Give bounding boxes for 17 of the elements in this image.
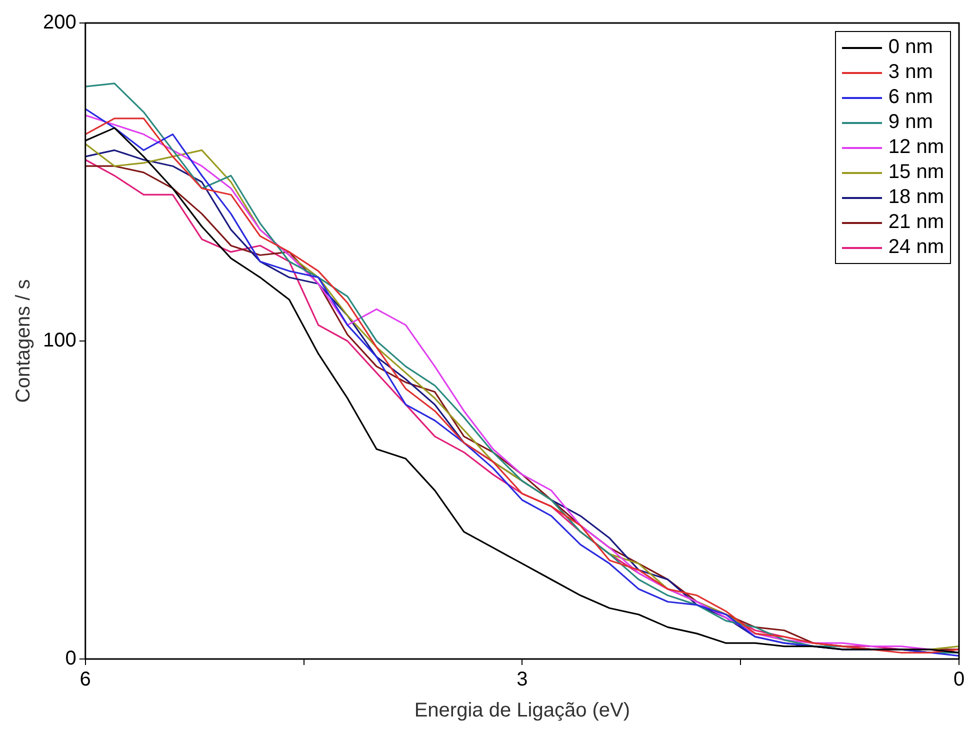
legend-label: 9 nm bbox=[888, 111, 933, 134]
x-tick-label: 3 bbox=[516, 668, 528, 691]
legend-label: 21 nm bbox=[888, 211, 944, 234]
y-tick-label: 100 bbox=[42, 330, 76, 352]
legend-label: 3 nm bbox=[888, 61, 933, 84]
legend-label: 24 nm bbox=[888, 236, 944, 259]
x-tick-label: 0 bbox=[953, 668, 965, 691]
legend-label: 0 nm bbox=[888, 36, 933, 59]
legend-label: 12 nm bbox=[888, 136, 944, 159]
legend-label: 6 nm bbox=[888, 86, 933, 109]
legend-label: 15 nm bbox=[888, 161, 944, 184]
x-tick-label: 6 bbox=[80, 668, 91, 691]
x-axis-title: Energia de Ligação (eV) bbox=[414, 700, 630, 722]
y-axis-title: Contagens / s bbox=[12, 279, 35, 403]
legend-label: 18 nm bbox=[888, 186, 944, 209]
y-tick-label: 200 bbox=[42, 12, 76, 34]
y-tick-label: 0 bbox=[65, 648, 76, 670]
